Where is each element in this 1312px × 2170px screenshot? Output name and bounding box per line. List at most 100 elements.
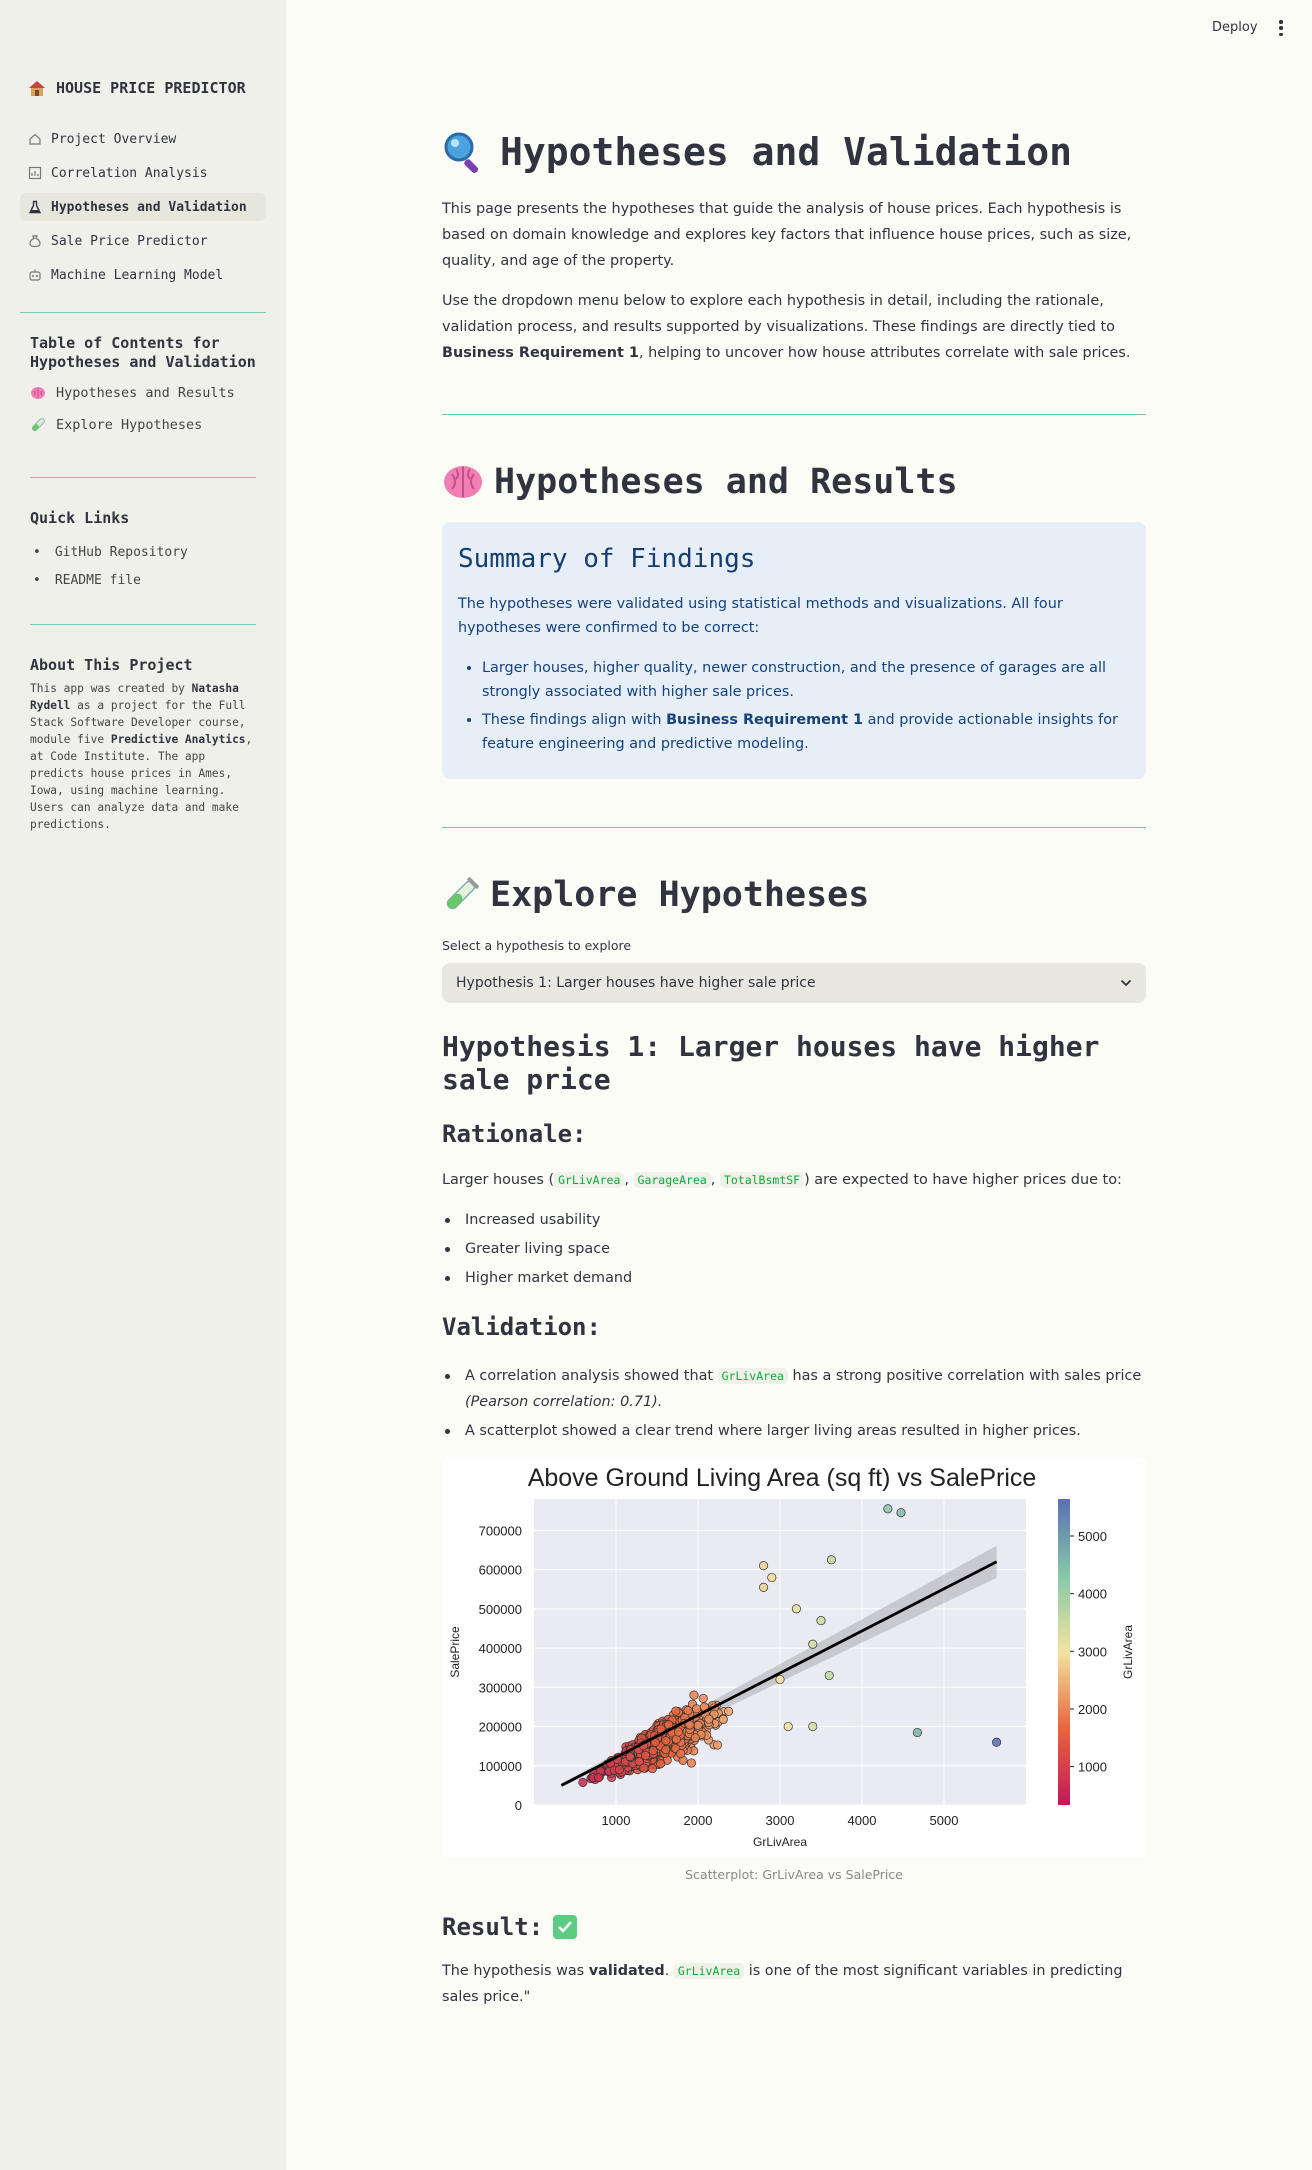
sidebar-divider (30, 477, 256, 478)
scatter-point (594, 1773, 604, 1783)
list-item: A scatterplot showed a clear trend where… (442, 1418, 1146, 1444)
y-tick-label: 700000 (479, 1523, 522, 1538)
x-tick-label: 2000 (684, 1813, 713, 1828)
scatter-point (625, 1752, 635, 1762)
y-tick-label: 200000 (479, 1720, 522, 1735)
page-title-text: Hypotheses and Validation (500, 130, 1072, 174)
moneybag-icon (29, 235, 41, 248)
colorbar-label: GrLivArea (1121, 1625, 1135, 1679)
about-author: Natasha Rydell (30, 682, 239, 712)
scatter-point (896, 1508, 906, 1518)
y-axis-ticks: 0 100000 200000 300000 400000 500000 600000 700… (479, 1523, 522, 1813)
colorbar-tick-label: 5000 (1078, 1529, 1107, 1544)
y-tick-label: 600000 (479, 1563, 522, 1578)
nav-label: Correlation Analysis (51, 165, 208, 181)
toc-link-explore-hypotheses[interactable]: Explore Hypotheses (30, 417, 202, 433)
section-title-explore: Explore Hypotheses (442, 875, 869, 915)
y-tick-label: 0 (515, 1798, 522, 1813)
intro-text-part: Use the dropdown menu below to explore e… (442, 293, 1115, 335)
scatter-point (826, 1555, 836, 1565)
about-module: Predictive Analytics (110, 733, 246, 746)
code-garagearea: GarageArea (633, 1172, 711, 1188)
app-title[interactable]: HOUSE PRICE PREDICTOR (28, 79, 246, 97)
about-text-part: This app was created by (30, 682, 192, 695)
sidebar-nav: Project Overview Correlation Analysis Hy… (20, 125, 266, 295)
hypothesis-select[interactable]: Hypothesis 1: Larger houses have higher … (442, 963, 1146, 1003)
scatter-point (808, 1639, 818, 1649)
check-mark-icon (553, 1915, 578, 1939)
result-title-text: Result: (442, 1913, 544, 1941)
rationale-list: Increased usability Greater living space… (442, 1207, 1146, 1294)
scatter-points (578, 1504, 1002, 1787)
toc-link-hypotheses-and-results[interactable]: Hypotheses and Results (30, 385, 235, 401)
chart-svg: Above Ground Living Area (sq ft) vs Sale… (448, 1464, 1135, 1849)
result-text-part: The hypothesis was (442, 1963, 589, 1979)
summary-text-part: and provide actionable insights for feat… (482, 712, 1118, 752)
x-tick-label: 1000 (602, 1813, 631, 1828)
app-title-text: HOUSE PRICE PREDICTOR (56, 79, 246, 97)
scatter-point (724, 1706, 734, 1716)
test-tube-icon (31, 418, 45, 432)
chevron-down-icon (1120, 979, 1132, 987)
y-tick-label: 300000 (479, 1680, 522, 1695)
chart-title: Above Ground Living Area (sq ft) vs Sale… (528, 1464, 1037, 1492)
list-item: Increased usability (442, 1207, 1146, 1233)
main-menu-icon[interactable] (1278, 20, 1284, 36)
section-title-text: Explore Hypotheses (490, 875, 870, 915)
scatter-point (614, 1765, 624, 1775)
scatter-point (791, 1604, 801, 1614)
colorbar-tick-label: 3000 (1078, 1644, 1107, 1659)
code-grlivarea: GrLivArea (717, 1368, 788, 1384)
toc-link-label: Hypotheses and Results (56, 385, 235, 401)
scatter-point (673, 1727, 683, 1737)
scatter-chart: Above Ground Living Area (sq ft) vs Sale… (442, 1457, 1146, 1857)
scatter-point (661, 1736, 671, 1746)
hypothesis-title: Hypothesis 1: Larger houses have higher … (442, 1030, 1100, 1096)
quick-link-readme[interactable]: README file (30, 573, 141, 588)
result-text-part: . (664, 1963, 674, 1979)
result-validated: validated (588, 1963, 665, 1979)
scatter-point (992, 1737, 1002, 1747)
scatter-point (698, 1693, 708, 1703)
validation-list: A correlation analysis showed that GrLiv… (442, 1363, 1146, 1447)
scatter-point (661, 1745, 671, 1755)
validation-text-part: A correlation analysis showed that (465, 1368, 718, 1384)
section-divider (442, 414, 1146, 415)
scatter-point (883, 1504, 893, 1514)
scatter-point (712, 1740, 723, 1750)
nav-item-hypotheses-and-validation[interactable]: Hypotheses and Validation (20, 193, 266, 221)
validation-text-part: has a strong positive correlation with s… (787, 1368, 1142, 1384)
scatter-point (704, 1714, 714, 1724)
scatter-point (690, 1733, 700, 1743)
y-axis-label: SalePrice (448, 1626, 462, 1678)
x-tick-label: 3000 (766, 1813, 795, 1828)
chart-icon (28, 166, 42, 180)
section-title-results: Hypotheses and Results (442, 462, 958, 502)
list-item: Higher market demand (442, 1265, 1146, 1291)
section-title-text: Hypotheses and Results (494, 462, 958, 502)
result-text-part: is one of the most significant variables… (442, 1963, 1123, 2005)
nav-label: Hypotheses and Validation (51, 199, 247, 215)
y-tick-label: 500000 (479, 1602, 522, 1617)
nav-item-sale-price-predictor[interactable]: Sale Price Predictor (20, 227, 266, 255)
page-title: Hypotheses and Validation (442, 130, 1072, 174)
about-text: This app was created by Natasha Rydell a… (30, 680, 256, 833)
x-axis-label: GrLivArea (753, 1835, 807, 1849)
code-grlivarea: GrLivArea (673, 1963, 745, 1979)
scatter-point (816, 1616, 826, 1626)
scatter-point (767, 1572, 777, 1583)
scatter-point (808, 1721, 818, 1732)
scatter-point (676, 1748, 686, 1759)
list-item: Greater living space (442, 1236, 1146, 1262)
sidebar-divider (20, 312, 266, 313)
nav-item-project-overview[interactable]: Project Overview (20, 125, 266, 153)
quick-link-github[interactable]: GitHub Repository (30, 545, 188, 560)
deploy-button[interactable]: Deploy (1212, 20, 1258, 35)
scatter-point (686, 1758, 696, 1768)
nav-item-correlation-analysis[interactable]: Correlation Analysis (20, 159, 266, 187)
summary-list: Larger houses, higher quality, newer con… (458, 656, 1130, 756)
quick-links-title: Quick Links (30, 509, 130, 527)
nav-item-machine-learning-model[interactable]: Machine Learning Model (20, 261, 266, 289)
house-icon (29, 81, 45, 96)
intro-paragraph-2: Use the dropdown menu below to explore e… (442, 288, 1146, 366)
